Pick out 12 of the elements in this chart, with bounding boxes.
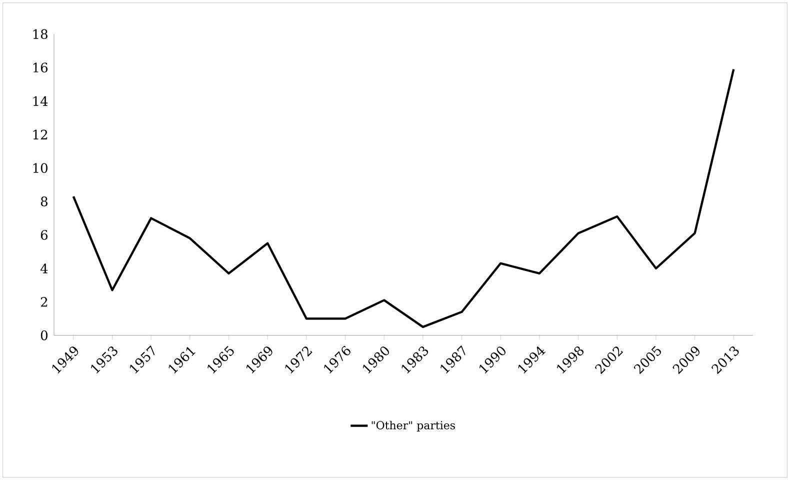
y-tick-label: 0 (40, 330, 48, 340)
y-tick-label: 8 (40, 196, 48, 206)
y-tick-label: 10 (33, 162, 48, 173)
legend-label: "Other" parties (372, 420, 455, 432)
y-tick-label: 14 (33, 96, 48, 106)
y-tick-label: 16 (33, 62, 48, 72)
y-tick-label: 4 (40, 263, 48, 274)
y-tick-label: 12 (33, 130, 48, 140)
line-series (72, 68, 735, 328)
y-tick-label: 2 (40, 296, 48, 307)
y-tick-label: 18 (33, 29, 48, 39)
y-tick-label: 6 (40, 230, 48, 240)
